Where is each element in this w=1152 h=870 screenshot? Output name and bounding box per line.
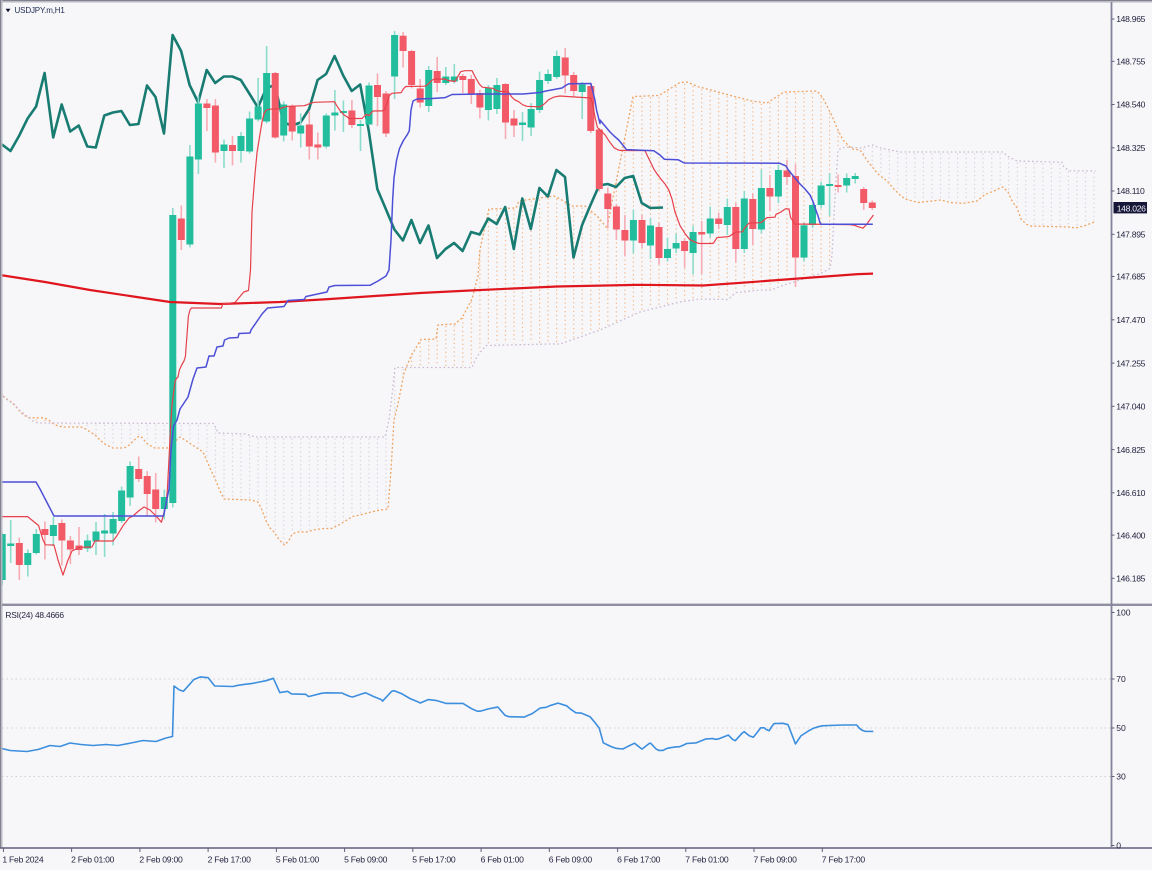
- svg-text:146.610: 146.610: [1116, 488, 1145, 498]
- svg-text:147.685: 147.685: [1116, 272, 1145, 282]
- svg-text:50: 50: [1116, 723, 1126, 733]
- svg-text:146.825: 146.825: [1116, 445, 1145, 455]
- svg-text:5 Feb 01:00: 5 Feb 01:00: [276, 855, 320, 865]
- svg-text:1 Feb 2024: 1 Feb 2024: [2, 855, 43, 865]
- svg-text:USDJPY.m,H1: USDJPY.m,H1: [15, 6, 66, 15]
- svg-text:147.255: 147.255: [1116, 358, 1145, 368]
- svg-text:7 Feb 01:00: 7 Feb 01:00: [685, 855, 729, 865]
- svg-text:7 Feb 17:00: 7 Feb 17:00: [822, 855, 866, 865]
- svg-text:148.540: 148.540: [1116, 100, 1145, 110]
- svg-text:2 Feb 17:00: 2 Feb 17:00: [208, 855, 252, 865]
- svg-text:2 Feb 09:00: 2 Feb 09:00: [139, 855, 183, 865]
- svg-text:148.110: 148.110: [1116, 186, 1145, 196]
- svg-text:147.470: 147.470: [1116, 315, 1145, 325]
- svg-text:148.026: 148.026: [1117, 203, 1146, 213]
- svg-text:6 Feb 01:00: 6 Feb 01:00: [481, 855, 525, 865]
- svg-text:148.325: 148.325: [1116, 143, 1145, 153]
- svg-text:146.185: 146.185: [1116, 574, 1145, 584]
- svg-text:147.895: 147.895: [1116, 230, 1145, 240]
- svg-text:100: 100: [1116, 608, 1131, 618]
- svg-text:148.755: 148.755: [1116, 57, 1145, 67]
- svg-text:6 Feb 17:00: 6 Feb 17:00: [617, 855, 661, 865]
- svg-text:0: 0: [1116, 841, 1121, 851]
- svg-text:147.040: 147.040: [1116, 402, 1145, 412]
- svg-text:30: 30: [1116, 772, 1126, 782]
- svg-text:146.400: 146.400: [1116, 530, 1145, 540]
- svg-text:RSI(24) 48.4666: RSI(24) 48.4666: [5, 610, 64, 620]
- svg-text:5 Feb 17:00: 5 Feb 17:00: [412, 855, 456, 865]
- svg-text:2 Feb 01:00: 2 Feb 01:00: [71, 855, 115, 865]
- svg-text:6 Feb 09:00: 6 Feb 09:00: [549, 855, 593, 865]
- svg-text:5 Feb 09:00: 5 Feb 09:00: [344, 855, 388, 865]
- svg-text:7 Feb 09:00: 7 Feb 09:00: [754, 855, 798, 865]
- svg-text:148.965: 148.965: [1116, 14, 1145, 24]
- svg-text:70: 70: [1116, 674, 1126, 684]
